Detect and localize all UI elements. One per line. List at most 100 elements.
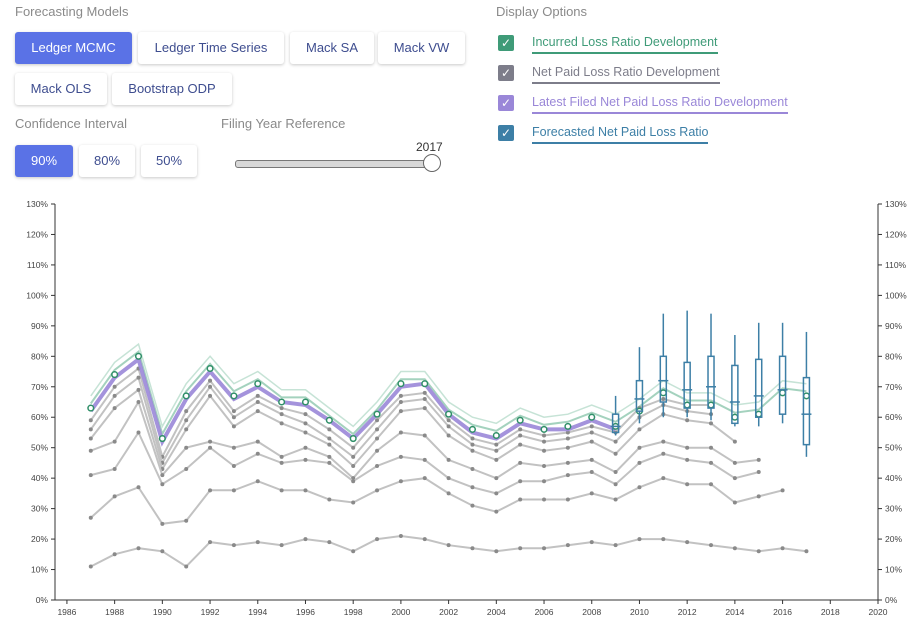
- paid-development-point: [470, 485, 475, 490]
- y-tick-label-left: 40%: [31, 473, 48, 483]
- paid-development-point: [398, 479, 403, 484]
- paid-development-point: [160, 473, 165, 478]
- ci-90-button[interactable]: 90%: [15, 145, 73, 177]
- x-tick-label: 1988: [105, 607, 124, 617]
- loss-ratio-chart: 0% 0% 10% 10% 20% 20% 30% 30% 40% 40% 50% 50% 60% 60%…: [26, 199, 907, 617]
- y-tick-label-right: 40%: [885, 473, 902, 483]
- paid-development-point: [112, 384, 117, 389]
- paid-development-point: [470, 503, 475, 508]
- y-tick-label-right: 120%: [885, 229, 907, 239]
- y-tick-label-right: 10%: [885, 565, 902, 575]
- y-tick-label-right: 60%: [885, 412, 902, 422]
- incurred-marker: [421, 380, 429, 388]
- paid-development-point: [446, 543, 451, 548]
- model-mack-vw-button[interactable]: Mack VW: [378, 32, 465, 64]
- paid-development-point: [231, 424, 236, 429]
- forecast-box: [659, 355, 668, 403]
- paid-development-point: [470, 442, 475, 447]
- paid-development-point: [303, 430, 308, 435]
- model-ledger-mcmc-button[interactable]: Ledger MCMC: [15, 32, 132, 64]
- paid-development-point: [375, 463, 380, 468]
- checkbox-incurred[interactable]: ✓: [498, 35, 514, 51]
- paid-development-point: [565, 460, 570, 465]
- paid-development-point: [637, 460, 642, 465]
- incurred-development-line-early: [90, 342, 807, 429]
- paid-development-point: [136, 375, 141, 380]
- paid-development-point: [351, 549, 356, 554]
- filing-year-label: Filing Year Reference: [221, 116, 346, 131]
- paid-development-point: [518, 497, 523, 502]
- model-mack-sa-button[interactable]: Mack SA: [290, 32, 374, 64]
- x-tick-label: 2020: [869, 607, 888, 617]
- forecast-box: [707, 355, 715, 409]
- paid-development-point: [327, 427, 332, 432]
- paid-development-point: [279, 421, 284, 426]
- paid-development-point: [88, 564, 93, 569]
- paid-development-point: [136, 430, 141, 435]
- paid-development-point: [732, 460, 737, 465]
- y-tick-label-right: 20%: [885, 534, 902, 544]
- y-tick-label-right: 100%: [885, 290, 907, 300]
- paid-development-point: [494, 457, 499, 462]
- forecast-box: [731, 364, 739, 425]
- display-option-label: Latest Filed Net Paid Loss Ratio Develop…: [532, 95, 788, 114]
- paid-development-point: [661, 451, 666, 456]
- incurred-marker: [301, 398, 310, 406]
- x-tick-label: 1990: [153, 607, 172, 617]
- paid-development-point: [398, 393, 403, 398]
- x-tick-label: 2004: [487, 607, 506, 617]
- incurred-marker: [182, 392, 190, 400]
- incurred-marker: [731, 413, 739, 421]
- filing-year-value: 2017: [416, 140, 443, 154]
- incurred-marker: [802, 392, 810, 400]
- paid-development-line: [90, 477, 783, 525]
- model-bootstrap-odp-button[interactable]: Bootstrap ODP: [112, 73, 232, 105]
- forecast-box: [802, 376, 811, 446]
- paid-development-point: [208, 439, 213, 444]
- checkbox-forecasted[interactable]: ✓: [498, 125, 514, 141]
- paid-development-point: [279, 488, 284, 493]
- paid-development-point: [231, 463, 236, 468]
- paid-development-point: [565, 445, 570, 450]
- incurred-marker: [683, 401, 691, 409]
- model-mack-ols-button[interactable]: Mack OLS: [15, 73, 107, 105]
- forecast-box: [778, 355, 787, 415]
- paid-development-point: [279, 406, 284, 411]
- paid-development-point: [231, 409, 236, 414]
- paid-development-point: [327, 497, 332, 502]
- paid-development-point: [88, 473, 93, 478]
- slider-thumb[interactable]: [423, 154, 441, 172]
- paid-development-point: [637, 537, 642, 542]
- paid-development-point: [351, 445, 356, 450]
- display-option-label: Incurred Loss Ratio Development: [532, 35, 718, 54]
- paid-development-point: [780, 488, 785, 493]
- paid-development-point: [565, 436, 570, 441]
- y-tick-label-left: 90%: [31, 321, 48, 331]
- ci-80-button[interactable]: 80%: [79, 145, 135, 177]
- checkbox-latest-filed[interactable]: ✓: [498, 95, 514, 111]
- forecast-box: [754, 358, 763, 418]
- ci-50-button[interactable]: 50%: [141, 145, 197, 177]
- paid-development-point: [112, 552, 117, 557]
- paid-development-point: [422, 537, 427, 542]
- paid-development-point: [303, 412, 308, 417]
- filing-year-slider[interactable]: [235, 154, 441, 172]
- paid-development-point: [231, 445, 236, 450]
- paid-development-point: [422, 390, 427, 395]
- slider-track[interactable]: [235, 160, 432, 168]
- checkbox-net-paid[interactable]: ✓: [498, 65, 514, 81]
- paid-development-point: [351, 454, 356, 459]
- paid-development-point: [255, 409, 260, 414]
- model-ledger-time-series-button[interactable]: Ledger Time Series: [138, 32, 284, 64]
- paid-development-point: [589, 470, 594, 475]
- y-tick-label-right: 50%: [885, 443, 902, 453]
- paid-development-point: [565, 497, 570, 502]
- paid-development-line: [90, 534, 807, 568]
- paid-development-point: [494, 448, 499, 453]
- incurred-marker: [588, 413, 596, 421]
- x-tick-label: 2016: [773, 607, 792, 617]
- paid-development-point: [255, 439, 260, 444]
- y-tick-label-right: 30%: [885, 504, 902, 514]
- x-tick-label: 2006: [535, 607, 554, 617]
- paid-development-point: [732, 476, 737, 481]
